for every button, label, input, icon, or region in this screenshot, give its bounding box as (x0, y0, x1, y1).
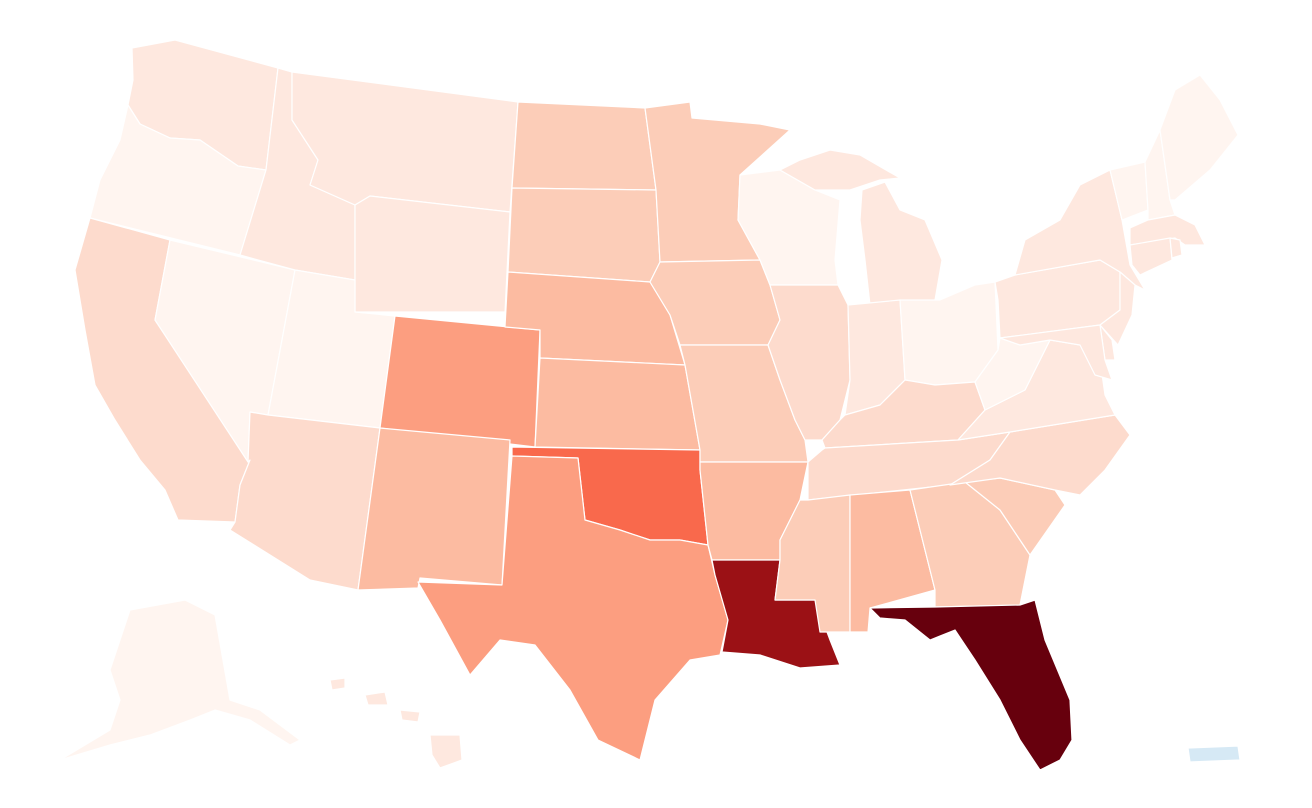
state-SD[interactable] (507, 187, 661, 283)
state-RI[interactable] (1169, 237, 1183, 259)
state-MI[interactable] (779, 149, 943, 306)
state-ND[interactable] (511, 101, 657, 191)
state-IL[interactable] (767, 284, 851, 441)
state-KS[interactable] (534, 357, 701, 451)
state-AK[interactable] (59, 599, 301, 761)
state-CT[interactable] (1129, 237, 1173, 276)
state-HI[interactable] (329, 677, 463, 769)
state-NM[interactable] (357, 427, 511, 591)
state-NC[interactable] (949, 414, 1131, 496)
state-MD[interactable] (999, 324, 1113, 381)
state-WY[interactable] (354, 195, 511, 313)
state-PR[interactable] (1187, 745, 1241, 763)
state-ME[interactable] (1159, 74, 1239, 201)
state-CO[interactable] (379, 315, 541, 448)
state-MT[interactable] (291, 71, 519, 213)
state-TX[interactable] (417, 455, 729, 761)
state-AZ[interactable] (229, 411, 381, 591)
state-FL[interactable] (869, 599, 1073, 771)
state-NY[interactable] (1014, 169, 1146, 291)
state-NJ[interactable] (1099, 271, 1136, 346)
